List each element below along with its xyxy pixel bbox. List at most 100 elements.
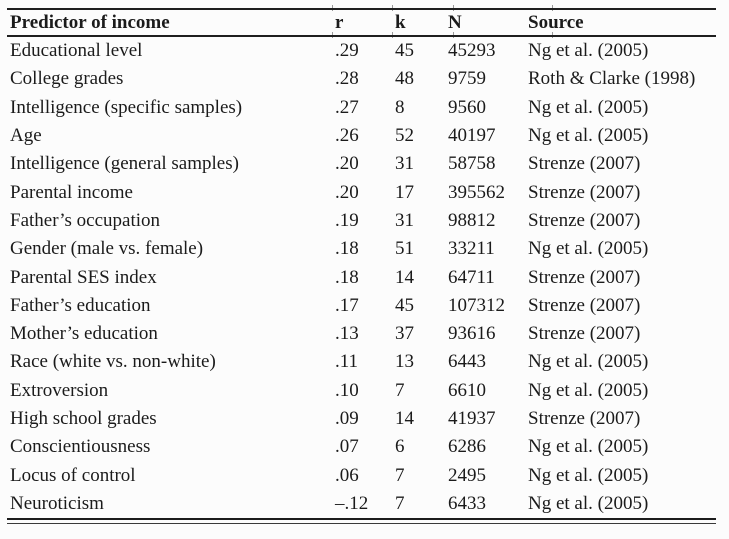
header-n: N (445, 9, 525, 37)
cell-k: 8 (395, 96, 405, 118)
cell-source: Strenze (2007) (528, 266, 641, 288)
table-row: Intelligence (specific samples) .27 8 95… (7, 94, 716, 122)
cell-n: 2495 (448, 464, 486, 486)
cell-n: 98812 (448, 209, 496, 231)
cell-k: 7 (395, 464, 405, 486)
table-row: Parental income .20 17 395562 Strenze (2… (7, 178, 716, 206)
cell-r: .18 (335, 266, 359, 288)
table-row: Father’s occupation .19 31 98812 Strenze… (7, 207, 716, 235)
cell-source: Strenze (2007) (528, 294, 641, 316)
cell-r: .09 (335, 408, 359, 429)
cell-predictor: Gender (male vs. female) (10, 238, 204, 260)
cell-k: 13 (395, 351, 414, 373)
cell-predictor: Parental SES index (10, 266, 157, 288)
cell-source: Strenze (2007) (528, 209, 641, 231)
cell-r: .13 (335, 323, 359, 345)
cell-predictor: Race (white vs. non-white) (10, 351, 216, 373)
table-row: Conscientiousness .07 6 6286 Ng et al. (… (7, 433, 716, 461)
header-source: Source (525, 9, 716, 37)
cell-source: Strenze (2007) (528, 181, 641, 203)
cell-n: 6610 (448, 379, 486, 401)
cell-predictor: College grades (10, 68, 124, 90)
cell-r: .29 (335, 40, 359, 62)
cell-k: 31 (395, 153, 414, 175)
cell-source: Ng et al. (2005) (528, 238, 649, 260)
cell-k: 14 (395, 408, 414, 429)
header-predictor: Predictor of income (7, 9, 332, 37)
cell-source: Ng et al. (2005) (528, 492, 649, 514)
cell-predictor: Age (10, 125, 42, 147)
table-row: Mother’s education .13 37 93616 Strenze … (7, 320, 716, 348)
cell-n: 9560 (448, 96, 486, 118)
cell-source: Strenze (2007) (528, 323, 641, 345)
cell-k: 17 (395, 181, 414, 203)
cell-k: 7 (395, 492, 405, 514)
cell-n: 395562 (448, 181, 505, 203)
table-row: Educational level .29 45 45293 Ng et al.… (7, 36, 716, 65)
income-predictors-table-container: Predictor of income r k N Source Educati… (7, 8, 716, 525)
cell-r: –.12 (335, 492, 369, 514)
cell-n: 93616 (448, 323, 496, 345)
table-row: Parental SES index .18 14 64711 Strenze … (7, 263, 716, 291)
table-row: Extroversion .10 7 6610 Ng et al. (2005) (7, 377, 716, 405)
table-bottom-rule (7, 518, 716, 525)
cell-predictor: High school grades (10, 408, 157, 429)
cell-k: 51 (395, 238, 414, 260)
cell-source: Ng et al. (2005) (528, 464, 649, 486)
cell-r: .06 (335, 464, 359, 486)
cell-predictor: Locus of control (10, 464, 136, 486)
table-header: Predictor of income r k N Source (7, 9, 716, 37)
cell-source: Ng et al. (2005) (528, 351, 649, 373)
cell-k: 52 (395, 125, 414, 147)
cell-source: Strenze (2007) (528, 408, 641, 429)
header-k: k (392, 9, 445, 37)
cell-predictor: Father’s occupation (10, 209, 161, 231)
cell-n: 9759 (448, 68, 486, 90)
cell-k: 6 (395, 436, 405, 458)
cell-source: Strenze (2007) (528, 153, 641, 175)
cell-n: 58758 (448, 153, 496, 175)
cell-n: 6286 (448, 436, 486, 458)
cell-r: .27 (335, 96, 359, 118)
table-row: High school grades .09 14 41937 Strenze … (7, 405, 716, 433)
cell-r: .20 (335, 153, 359, 175)
cell-r: .11 (335, 351, 359, 373)
cell-predictor: Intelligence (general samples) (10, 153, 239, 175)
cell-r: .20 (335, 181, 359, 203)
cell-source: Ng et al. (2005) (528, 436, 649, 458)
cell-source: Ng et al. (2005) (528, 125, 649, 147)
table-row: Locus of control .06 7 2495 Ng et al. (2… (7, 461, 716, 489)
table-row: Intelligence (general samples) .20 31 58… (7, 150, 716, 178)
cell-predictor: Extroversion (10, 379, 109, 401)
table-body: Educational level .29 45 45293 Ng et al.… (7, 36, 716, 518)
cell-r: .10 (335, 379, 359, 401)
cell-predictor: Mother’s education (10, 323, 158, 345)
cell-r: .26 (335, 125, 359, 147)
cell-n: 33211 (448, 238, 495, 260)
cell-source: Ng et al. (2005) (528, 379, 649, 401)
cell-k: 37 (395, 323, 414, 345)
cell-r: .07 (335, 436, 359, 458)
cell-r: .19 (335, 209, 359, 231)
cell-k: 45 (395, 40, 414, 62)
cell-predictor: Father’s education (10, 294, 151, 316)
cell-predictor: Educational level (10, 40, 143, 62)
cell-n: 6443 (448, 351, 486, 373)
cell-predictor: Conscientiousness (10, 436, 151, 458)
cell-source: Ng et al. (2005) (528, 96, 649, 118)
header-row: Predictor of income r k N Source (7, 9, 716, 37)
cell-k: 7 (395, 379, 405, 401)
income-predictors-table: Predictor of income r k N Source Educati… (7, 8, 716, 518)
table-row: Father’s education .17 45 107312 Strenze… (7, 292, 716, 320)
cell-predictor: Parental income (10, 181, 133, 203)
cell-n: 45293 (448, 40, 496, 62)
cell-r: .28 (335, 68, 359, 90)
cell-n: 6433 (448, 492, 486, 514)
cell-n: 41937 (448, 408, 496, 429)
cell-r: .18 (335, 238, 359, 260)
cell-n: 40197 (448, 125, 496, 147)
cell-n: 64711 (448, 266, 495, 288)
cell-k: 31 (395, 209, 414, 231)
cell-r: .17 (335, 294, 359, 316)
